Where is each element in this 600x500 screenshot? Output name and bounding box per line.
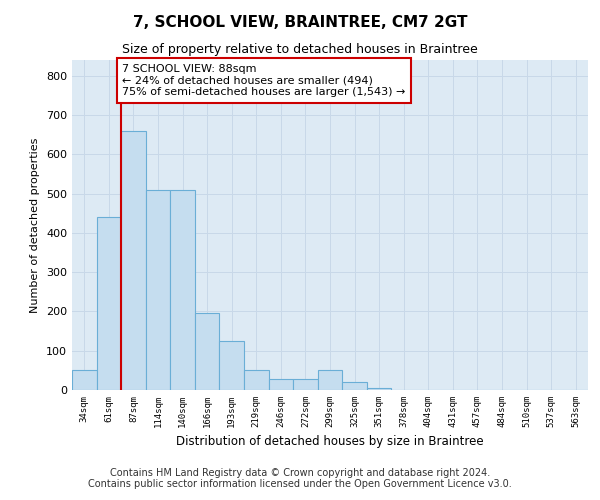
Bar (342, 382, 367, 390)
Bar (367, 388, 391, 390)
X-axis label: Distribution of detached houses by size in Braintree: Distribution of detached houses by size … (176, 436, 484, 448)
Bar (170, 190, 195, 390)
Bar (269, 380, 293, 390)
Text: Size of property relative to detached houses in Braintree: Size of property relative to detached ho… (122, 42, 478, 56)
Bar (244, 370, 269, 390)
Bar (72, 370, 97, 390)
Bar (195, 314, 220, 390)
Bar (97, 217, 121, 390)
Bar (121, 130, 146, 390)
Text: 7 SCHOOL VIEW: 88sqm
← 24% of detached houses are smaller (494)
75% of semi-deta: 7 SCHOOL VIEW: 88sqm ← 24% of detached h… (122, 64, 406, 97)
Text: Contains public sector information licensed under the Open Government Licence v3: Contains public sector information licen… (88, 479, 512, 489)
Y-axis label: Number of detached properties: Number of detached properties (31, 138, 40, 312)
Bar (146, 190, 170, 390)
Bar (293, 380, 318, 390)
Text: 7, SCHOOL VIEW, BRAINTREE, CM7 2GT: 7, SCHOOL VIEW, BRAINTREE, CM7 2GT (133, 15, 467, 30)
Bar (318, 370, 342, 390)
Bar (220, 341, 244, 390)
Text: Contains HM Land Registry data © Crown copyright and database right 2024.: Contains HM Land Registry data © Crown c… (110, 468, 490, 477)
